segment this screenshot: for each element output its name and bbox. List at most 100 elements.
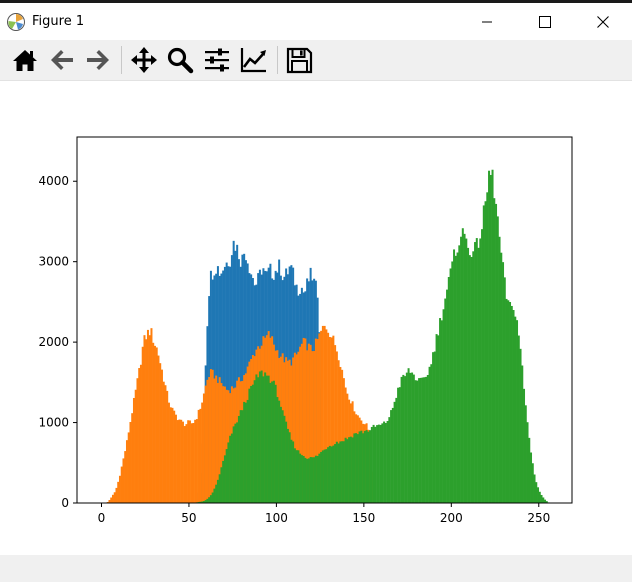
histogram-bar: [132, 397, 135, 503]
histogram-bar: [370, 426, 373, 503]
histogram-bar: [323, 449, 326, 503]
toolbar-separator: [277, 46, 278, 74]
histogram-bar: [524, 405, 527, 503]
title-bar[interactable]: Figure 1: [0, 3, 632, 40]
histogram-bar: [171, 407, 174, 503]
back-button[interactable]: [46, 44, 78, 76]
histogram-bar: [545, 501, 548, 503]
histogram-bar: [143, 335, 146, 503]
histogram-bar: [321, 325, 324, 503]
histogram-bar: [526, 422, 529, 503]
histogram-bar: [139, 364, 142, 503]
histogram-bar: [530, 452, 533, 503]
histogram-bar: [202, 393, 205, 503]
histogram-bar: [155, 347, 158, 503]
histogram-bar: [400, 376, 403, 503]
histogram-bar: [482, 205, 485, 504]
histogram-bar: [295, 354, 298, 503]
histogram-bar: [311, 457, 314, 503]
histogram-bar: [470, 256, 473, 503]
histogram-bar: [309, 457, 312, 503]
histogram-bar: [108, 500, 111, 503]
histogram-bar: [428, 366, 431, 503]
histogram-bar: [327, 447, 330, 503]
histogram-bar: [379, 424, 382, 503]
histogram-bar: [488, 170, 491, 503]
maximize-button[interactable]: [516, 3, 574, 40]
histogram-bar: [421, 377, 424, 503]
histogram-bar: [397, 387, 400, 503]
histogram-bar: [475, 238, 478, 503]
histogram-bar: [458, 245, 461, 503]
histogram-bar: [425, 376, 428, 503]
histogram-bar: [176, 420, 179, 503]
histogram-bar: [342, 441, 345, 503]
histogram-bar: [274, 384, 277, 503]
close-icon: [597, 15, 609, 28]
histogram-bar: [234, 423, 237, 503]
histogram-bar: [230, 255, 233, 503]
histogram-bar: [209, 495, 212, 503]
histogram-bar: [292, 441, 295, 503]
histogram-bar: [341, 441, 344, 503]
forward-button[interactable]: [82, 44, 114, 76]
histogram-bar: [194, 419, 197, 503]
histogram-bar: [199, 501, 202, 503]
histogram-bar: [283, 415, 286, 503]
histogram-bar: [383, 421, 386, 503]
histogram-bar: [330, 446, 333, 503]
zoom-button[interactable]: [164, 44, 196, 76]
histogram-bar: [146, 329, 149, 503]
histogram-bar: [313, 457, 316, 503]
histogram-bar: [384, 422, 387, 503]
histogram-bar: [523, 388, 526, 503]
histogram-bar: [222, 386, 225, 503]
home-button[interactable]: [9, 44, 41, 76]
histogram-bar: [115, 487, 118, 503]
histogram-bar: [202, 501, 205, 503]
histogram-bar: [234, 250, 237, 503]
histogram-bar: [206, 379, 209, 503]
histogram-bar: [351, 437, 354, 503]
histogram-bar: [537, 487, 540, 503]
save-button[interactable]: [283, 44, 315, 76]
figure-canvas[interactable]: 0 50 100 150 200 250 0 1000 2000 3000 4000: [0, 81, 632, 555]
histogram-bar: [514, 316, 517, 503]
minimize-button[interactable]: [458, 3, 516, 40]
configure-subplots-button[interactable]: [201, 44, 233, 76]
configure-subplots-icon: [205, 48, 229, 72]
histogram-bar: [286, 428, 289, 503]
histogram-bar: [335, 441, 338, 503]
histogram-bar: [419, 377, 422, 503]
histogram-bar: [363, 430, 366, 503]
histogram-bar: [365, 430, 368, 503]
histogram-bar: [453, 249, 456, 503]
histogram-bar: [512, 310, 515, 503]
histogram-bar: [367, 431, 370, 503]
histogram-bar: [113, 492, 116, 503]
save-icon: [286, 47, 313, 74]
histogram-bar: [465, 238, 468, 503]
histogram-bar: [138, 368, 141, 503]
histogram-bar: [446, 289, 449, 503]
histogram-bar: [180, 419, 183, 503]
close-button[interactable]: [574, 3, 632, 40]
pan-icon: [131, 47, 157, 73]
histogram-bar: [342, 378, 345, 503]
histogram-bar: [306, 350, 309, 503]
histogram-bar: [290, 365, 293, 503]
histogram-bar: [195, 419, 198, 503]
histogram-bar: [418, 378, 421, 503]
histogram-bar: [187, 420, 190, 503]
histogram-bar: [208, 377, 211, 503]
histogram-bar: [521, 365, 524, 503]
histogram-bar: [173, 410, 176, 503]
histogram-bar: [493, 198, 496, 504]
histogram-bar: [356, 434, 359, 503]
histogram-bar: [341, 369, 344, 503]
histogram-bar: [516, 320, 519, 503]
back-arrow-icon: [51, 50, 73, 70]
edit-axis-button[interactable]: [238, 44, 270, 76]
histogram-bar: [321, 450, 324, 503]
pan-button[interactable]: [128, 44, 160, 76]
